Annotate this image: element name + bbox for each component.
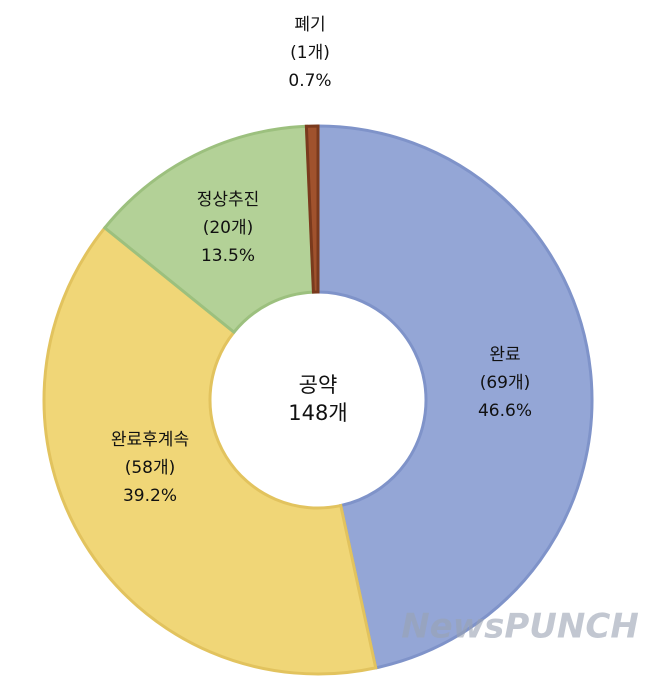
count-label: (69개) (480, 373, 531, 393)
count-label: (1개) (290, 43, 330, 63)
donut-slice (316, 124, 594, 670)
slice-name: 완료후계속 (111, 430, 189, 450)
slice-name: 완료 (489, 345, 520, 365)
count-label: (20개) (203, 218, 254, 238)
donut-slice (102, 124, 315, 335)
watermark: NewsPUNCH (401, 607, 639, 647)
slice-name: 폐기 (294, 15, 325, 35)
center-label: 148개 (288, 401, 347, 425)
slice-name: 정상추진 (197, 190, 260, 210)
percent-label: 39.2% (123, 486, 177, 506)
percent-label: 13.5% (201, 246, 255, 266)
percent-label: 46.6% (478, 401, 532, 421)
center-label: 공약 (299, 373, 338, 397)
percent-label: 0.7% (288, 71, 331, 91)
donut-slice (304, 124, 320, 294)
donut-slice (42, 225, 378, 676)
count-label: (58개) (125, 458, 176, 478)
